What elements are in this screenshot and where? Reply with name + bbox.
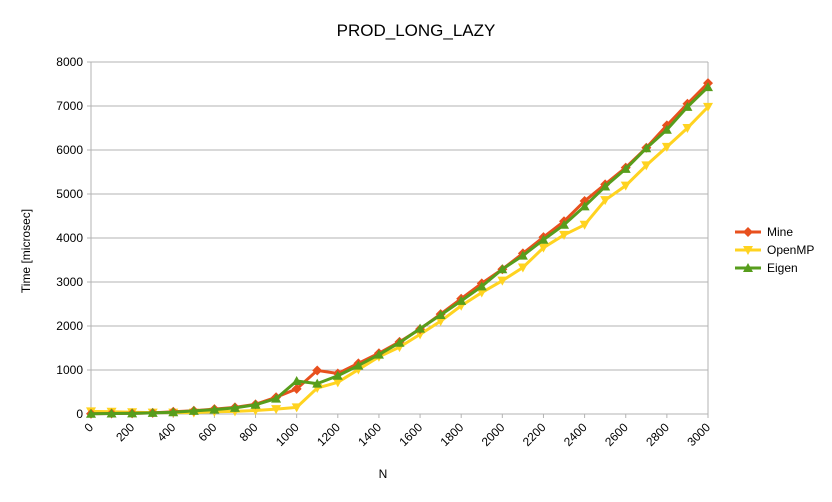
data-point-openmp bbox=[661, 142, 672, 152]
data-point-eigen bbox=[168, 407, 179, 417]
data-point-openmp bbox=[517, 263, 528, 273]
data-point-eigen bbox=[209, 404, 220, 414]
x-tick-label: 3000 bbox=[684, 420, 713, 449]
data-point-openmp bbox=[559, 230, 570, 240]
data-point-eigen bbox=[682, 101, 693, 111]
x-tick-label: 2200 bbox=[520, 420, 549, 449]
x-tick-label: 2400 bbox=[561, 420, 590, 449]
data-point-eigen bbox=[641, 143, 652, 153]
x-tick-label: 0 bbox=[81, 420, 96, 435]
data-point-openmp bbox=[641, 161, 652, 171]
data-point-eigen bbox=[538, 234, 549, 244]
x-tick-label: 1200 bbox=[314, 420, 343, 449]
series-eigen bbox=[86, 82, 713, 418]
x-tick-label: 1800 bbox=[438, 420, 467, 449]
data-point-eigen bbox=[703, 82, 713, 92]
data-point-eigen bbox=[435, 310, 446, 319]
data-point-eigen bbox=[456, 295, 467, 305]
legend-item-eigen: Eigen bbox=[735, 261, 798, 275]
x-tick-label: 1400 bbox=[355, 420, 384, 449]
legend-label-mine: Mine bbox=[767, 225, 793, 239]
legend-marker-mine bbox=[743, 227, 753, 237]
legend-item-mine: Mine bbox=[735, 225, 793, 239]
data-point-eigen bbox=[229, 402, 240, 412]
data-point-eigen bbox=[373, 349, 384, 359]
x-tick-label: 400 bbox=[154, 420, 178, 444]
data-point-eigen bbox=[661, 124, 672, 134]
gridlines bbox=[87, 61, 708, 415]
data-point-eigen bbox=[559, 219, 570, 229]
data-point-eigen bbox=[517, 250, 528, 260]
chart-title: PROD_LONG_LAZY bbox=[337, 21, 496, 40]
y-axis-label: Time [microsec] bbox=[19, 209, 33, 293]
data-point-openmp bbox=[497, 276, 508, 286]
x-tick-label: 2000 bbox=[479, 420, 508, 449]
legend-label-openmp: OpenMP bbox=[767, 243, 814, 257]
data-point-eigen bbox=[271, 393, 282, 403]
legend-marker-openmp bbox=[743, 246, 753, 255]
data-point-openmp bbox=[476, 288, 487, 298]
y-tick-label: 3000 bbox=[56, 275, 83, 289]
data-point-eigen bbox=[106, 408, 117, 418]
data-point-eigen bbox=[86, 408, 96, 418]
data-point-openmp bbox=[600, 196, 611, 206]
data-point-openmp bbox=[682, 124, 693, 133]
data-point-eigen bbox=[600, 181, 611, 191]
data-point-eigen bbox=[394, 337, 405, 347]
x-tick-label: 2800 bbox=[643, 420, 672, 449]
x-tick-label: 1000 bbox=[273, 420, 302, 449]
data-point-openmp bbox=[332, 378, 343, 388]
data-point-openmp bbox=[703, 102, 713, 112]
x-tick-label: 800 bbox=[237, 420, 261, 444]
data-point-mine bbox=[291, 383, 302, 394]
data-point-eigen bbox=[188, 405, 199, 415]
data-point-openmp bbox=[538, 243, 549, 253]
y-tick-label: 6000 bbox=[56, 143, 83, 157]
y-tick-label: 5000 bbox=[56, 187, 83, 201]
x-tick-label: 2600 bbox=[602, 420, 631, 449]
series-mine bbox=[86, 78, 713, 419]
data-point-eigen bbox=[291, 376, 302, 385]
data-point-openmp bbox=[579, 220, 590, 230]
x-tick-label: 200 bbox=[113, 420, 137, 444]
x-tick-labels: 0 200 400 600 800 1000 1200 1400 1600 1800 2000 220… bbox=[81, 414, 713, 449]
x-axis-label: N bbox=[379, 467, 388, 481]
data-point-eigen bbox=[497, 264, 508, 274]
legend-label-eigen: Eigen bbox=[767, 261, 798, 275]
data-point-eigen bbox=[353, 360, 364, 370]
data-point-openmp bbox=[620, 181, 631, 191]
legend: Mine OpenMP Eigen bbox=[735, 225, 814, 275]
data-point-eigen bbox=[147, 407, 158, 417]
data-point-eigen bbox=[250, 399, 261, 409]
x-tick-label: 600 bbox=[195, 420, 219, 444]
data-point-eigen bbox=[620, 163, 631, 173]
legend-marker-eigen bbox=[743, 263, 753, 272]
data-point-eigen bbox=[579, 201, 590, 211]
y-tick-label: 0 bbox=[76, 407, 83, 421]
series-line-mine bbox=[90, 82, 710, 416]
data-point-eigen bbox=[312, 378, 323, 388]
data-point-mine bbox=[312, 365, 323, 376]
y-tick-label: 4000 bbox=[56, 231, 83, 245]
y-tick-label: 2000 bbox=[56, 319, 83, 333]
y-tick-labels: 0 1000 2000 3000 4000 5000 6000 7000 8000 bbox=[56, 55, 83, 421]
data-point-openmp bbox=[271, 405, 282, 415]
y-tick-label: 7000 bbox=[56, 99, 83, 113]
series-group bbox=[86, 78, 713, 419]
series-line-eigen bbox=[90, 85, 710, 416]
data-point-openmp bbox=[291, 403, 302, 413]
data-point-openmp bbox=[435, 317, 446, 327]
axes bbox=[90, 62, 709, 414]
data-point-eigen bbox=[415, 323, 426, 333]
data-point-eigen bbox=[127, 408, 138, 418]
y-tick-label: 8000 bbox=[56, 55, 83, 69]
y-tick-label: 1000 bbox=[56, 363, 83, 377]
legend-item-openmp: OpenMP bbox=[735, 243, 814, 257]
series-line-openmp bbox=[90, 105, 710, 415]
data-point-eigen bbox=[476, 281, 487, 291]
x-tick-label: 1600 bbox=[396, 420, 425, 449]
data-point-eigen bbox=[332, 370, 343, 380]
